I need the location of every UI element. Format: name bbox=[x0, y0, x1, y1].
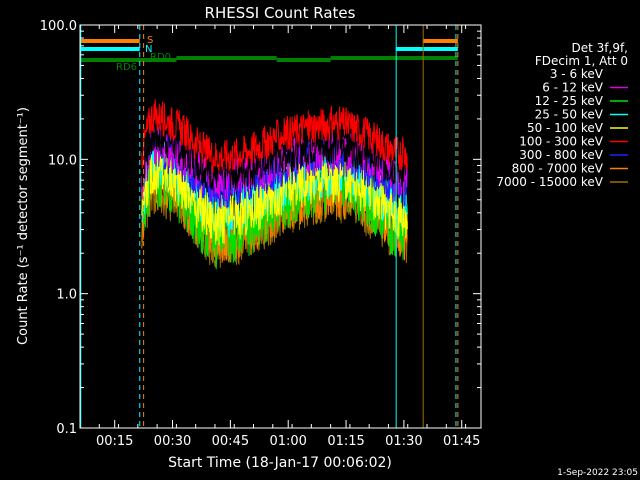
legend-label: 800 - 7000 keV bbox=[512, 162, 604, 176]
legend-header-line-2: FDecim 1, Att 0 bbox=[535, 54, 628, 68]
state-label-s: S bbox=[147, 35, 153, 46]
y-tick-label: 10.0 bbox=[48, 153, 77, 168]
series-line-5 bbox=[141, 99, 408, 174]
x-tick-label: 00:30 bbox=[154, 434, 191, 449]
state-bar-n bbox=[80, 47, 140, 51]
legend-label: 7000 - 15000 keV bbox=[496, 175, 603, 189]
x-axis-label: Start Time (18-Jan-17 00:06:02) bbox=[168, 455, 392, 471]
x-tick-label: 00:15 bbox=[96, 434, 133, 449]
data-series bbox=[141, 99, 408, 270]
chart-title: RHESSI Count Rates bbox=[205, 4, 356, 22]
x-tick-label: 01:15 bbox=[327, 434, 364, 449]
vertical-markers bbox=[80, 25, 459, 428]
plot-frame bbox=[79, 24, 482, 429]
state-label-n: N bbox=[145, 44, 152, 55]
legend-label: 50 - 100 keV bbox=[527, 121, 604, 135]
state-label-rd6: RD6 bbox=[116, 62, 137, 73]
state-bar-rd0 bbox=[330, 56, 458, 60]
legend-label: 6 - 12 keV bbox=[542, 81, 604, 95]
axes: 00:15 00:30 00:45 01:00 01:15 01:30 01:45 100.0… bbox=[40, 19, 481, 449]
state-bar-rd0 bbox=[176, 56, 277, 60]
y-tick-label: 0.1 bbox=[56, 422, 77, 437]
state-bar-s bbox=[423, 39, 458, 43]
y-tick-label: 1.0 bbox=[56, 288, 77, 303]
x-tick-label: 01:30 bbox=[385, 434, 422, 449]
state-bar-s bbox=[80, 39, 140, 43]
legend-label: 100 - 300 keV bbox=[519, 135, 603, 149]
x-tick-label: 01:45 bbox=[443, 434, 480, 449]
y-tick-label: 100.0 bbox=[40, 19, 77, 34]
x-tick-label: 00:45 bbox=[212, 434, 249, 449]
series-line-4 bbox=[141, 146, 408, 246]
state-label-rd0: RD0 bbox=[150, 52, 171, 63]
state-bar-n bbox=[396, 47, 458, 51]
legend-label: 3 - 6 keV bbox=[550, 67, 604, 81]
x-tick-label: 01:00 bbox=[269, 434, 306, 449]
footer-timestamp: 1-Sep-2022 23:05 bbox=[557, 468, 638, 478]
legend-label: 300 - 800 keV bbox=[519, 148, 603, 162]
legend-header-line-1: Det 3f,9f, bbox=[572, 41, 629, 55]
state-bar-rd6 bbox=[276, 58, 331, 62]
y-axis-label: Count Rate (s⁻¹ detector segment⁻¹) bbox=[16, 107, 31, 345]
state-bar-rd6 bbox=[80, 58, 177, 62]
legend-label: 25 - 50 keV bbox=[535, 108, 604, 122]
legend-label: 12 - 25 keV bbox=[535, 94, 604, 108]
